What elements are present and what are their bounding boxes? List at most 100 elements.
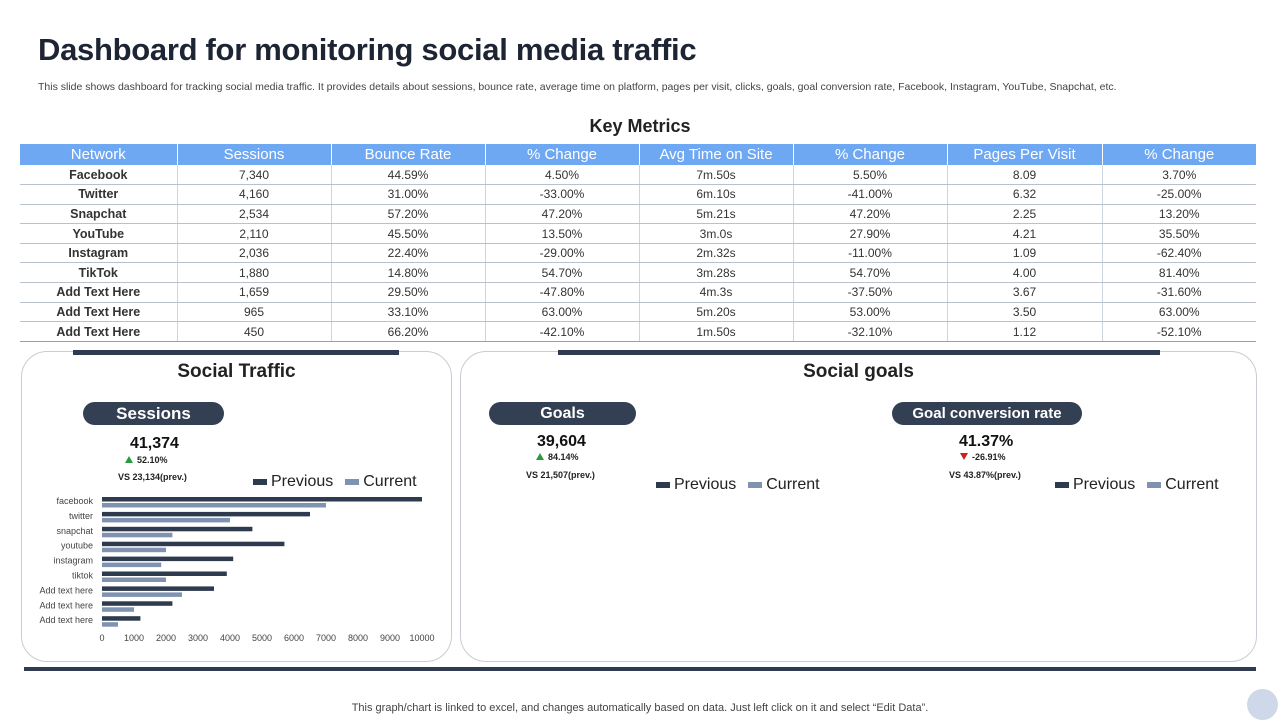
metric-cell: 7m.50s: [639, 165, 794, 186]
column-header: % Change: [793, 144, 948, 165]
category-label: youtube: [61, 541, 93, 551]
metric-cell: 53.00%: [793, 302, 948, 323]
metric-cell: 5m.21s: [639, 204, 794, 225]
sessions-current-bar: [102, 577, 166, 582]
social-traffic-bar: [73, 350, 399, 355]
goals-legend: Previous Current: [656, 476, 832, 494]
metric-cell: 47.20%: [485, 204, 640, 225]
sessions-current-bar: [102, 562, 162, 568]
page-title: Dashboard for monitoring social media tr…: [38, 32, 697, 67]
metric-cell: -32.10%: [793, 321, 948, 342]
x-tick-label: 9000: [380, 633, 400, 643]
conversion-pill: Goal conversion rate: [892, 402, 1082, 425]
metric-cell: -42.10%: [485, 321, 640, 342]
metric-cell: -25.00%: [1102, 184, 1256, 205]
metric-cell: 2.25: [947, 204, 1103, 225]
legend-current: Current: [1147, 476, 1219, 494]
table-row: Add Text Here 965 33.10% 63.00% 5m.20s 53.00%…: [20, 302, 1256, 323]
table-header-row: Network Sessions Bounce Rate% Change Avg Ti…: [20, 144, 1256, 165]
metric-cell: 27.90%: [793, 223, 948, 244]
network-cell: Instagram: [20, 243, 178, 264]
metric-cell: 3.50: [947, 302, 1103, 323]
key-metrics-title: Key Metrics: [589, 116, 691, 136]
metric-cell: 4.00: [947, 262, 1103, 284]
bottom-rule: [24, 667, 1256, 671]
network-cell: YouTube: [20, 223, 178, 244]
x-tick-label: 6000: [284, 633, 304, 643]
metric-cell: 2,110: [177, 223, 332, 244]
network-cell: Snapchat: [20, 204, 178, 225]
metric-cell: 1.12: [947, 321, 1103, 342]
metric-cell: 66.20%: [331, 321, 486, 342]
sessions-legend: Previous Current: [253, 473, 429, 491]
sessions-previous-bar: [102, 616, 141, 621]
metric-cell: 63.00%: [1102, 302, 1256, 323]
social-goals-panel: [460, 351, 1257, 662]
table-row: Add Text Here 1,659 29.50% -47.80% 4m.3s -37.…: [20, 282, 1256, 303]
category-label: Add text here: [39, 615, 93, 625]
x-tick-label: 1000: [124, 633, 144, 643]
sessions-previous-bar: [102, 571, 227, 576]
legend-current: Current: [345, 473, 417, 491]
metric-cell: 47.20%: [793, 204, 948, 225]
metric-cell: 1,659: [177, 282, 332, 303]
table-row: Add Text Here 450 66.20% -42.10% 1m.50s -32.1…: [20, 321, 1256, 342]
legend-previous-swatch: [1055, 482, 1069, 488]
network-cell: Twitter: [20, 184, 178, 205]
sessions-previous-bar: [102, 526, 253, 532]
legend-previous-swatch: [253, 479, 267, 485]
metric-cell: 7,340: [177, 165, 332, 186]
category-label: tiktok: [72, 571, 94, 581]
x-tick-label: 4000: [220, 633, 240, 643]
table-row: Snapchat 2,534 57.20% 47.20% 5m.21s 47.20% 2.2…: [20, 204, 1256, 225]
x-tick-label: 2000: [156, 633, 176, 643]
metric-cell: 450: [177, 321, 332, 342]
x-tick-label: 0: [99, 633, 104, 643]
network-cell: Add Text Here: [20, 282, 178, 303]
metric-cell: -52.10%: [1102, 321, 1256, 342]
category-label: instagram: [53, 556, 93, 566]
category-label: Add text here: [39, 585, 93, 595]
metric-cell: -62.40%: [1102, 243, 1256, 264]
metric-cell: 1,880: [177, 262, 332, 284]
table-row: YouTube 2,110 45.50% 13.50% 3m.0s 27.90% 4.21 3…: [20, 223, 1256, 244]
legend-previous: Previous: [253, 473, 333, 491]
sessions-current-bar: [102, 622, 118, 627]
metric-cell: 22.40%: [331, 243, 486, 264]
column-header: Pages Per Visit: [947, 144, 1103, 165]
metric-cell: 31.00%: [331, 184, 486, 205]
sessions-pill: Sessions: [83, 402, 224, 425]
metric-cell: 45.50%: [331, 223, 486, 244]
category-label: snapchat: [56, 526, 93, 536]
legend-current-swatch: [1147, 482, 1162, 488]
x-tick-label: 3000: [188, 633, 208, 643]
corner-circle: [1247, 689, 1278, 720]
sessions-current-bar: [102, 547, 166, 553]
category-label: twitter: [69, 511, 93, 521]
sessions-previous-bar: [102, 511, 310, 517]
table-row: Facebook 7,340 44.59% 4.50% 7m.50s 5.50% 8.09 3…: [20, 165, 1256, 186]
network-cell: Facebook: [20, 165, 178, 186]
metric-cell: 3m.28s: [639, 262, 794, 284]
social-goals-bar: [558, 350, 1160, 355]
metric-cell: 965: [177, 302, 332, 323]
metric-cell: -31.60%: [1102, 282, 1256, 303]
metric-cell: 2,036: [177, 243, 332, 264]
column-header: Bounce Rate: [331, 144, 486, 165]
legend-current: Current: [748, 476, 820, 494]
category-label: Add text here: [39, 600, 93, 610]
x-tick-label: 10000: [409, 633, 434, 643]
metric-cell: -11.00%: [793, 243, 948, 264]
sessions-current-bar: [102, 607, 134, 612]
metric-cell: 35.50%: [1102, 223, 1256, 244]
sessions-current-bar: [102, 503, 326, 508]
metric-cell: 2m.32s: [639, 243, 794, 264]
x-tick-label: 7000: [316, 633, 336, 643]
metric-cell: 6.32: [947, 184, 1103, 205]
network-cell: Add Text Here: [20, 321, 178, 342]
metric-cell: 6m.10s: [639, 184, 794, 205]
metric-cell: 13.20%: [1102, 204, 1256, 225]
table-row: Instagram 2,036 22.40% -29.00% 2m.32s -11.00%…: [20, 243, 1256, 264]
metric-cell: 3.70%: [1102, 165, 1256, 186]
conversion-prev: VS 43.87%(prev.): [949, 470, 1021, 480]
